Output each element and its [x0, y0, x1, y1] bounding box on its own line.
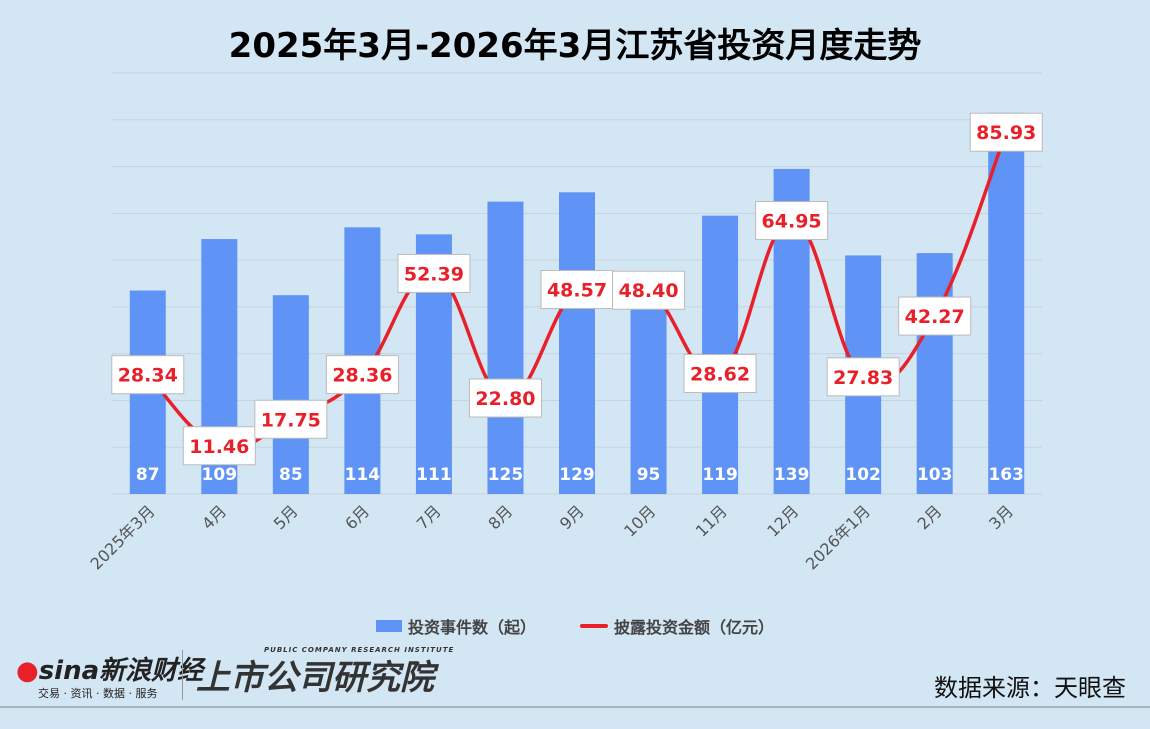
- logo-divider: [182, 650, 183, 700]
- line-label-box: [755, 201, 829, 241]
- legend: 投资事件数（起） 披露投资金额（亿元）: [0, 614, 1150, 638]
- bar-value-label: 139: [774, 465, 810, 485]
- legend-swatch-bar: [375, 620, 402, 632]
- line-value-label: 17.75: [261, 409, 321, 431]
- bar-value-label: 102: [845, 465, 881, 485]
- line-label-box: [182, 426, 256, 466]
- legend-label-line: 披露投资金额（亿元）: [614, 618, 775, 637]
- x-tick-label: 2026年1月: [802, 501, 874, 573]
- bar: [559, 192, 595, 495]
- line-value-label: 28.62: [690, 364, 750, 386]
- line-label-box: [111, 355, 185, 395]
- bar-value-label: 109: [202, 465, 238, 485]
- research-institute-logo: 上市公司研究院 PUBLIC COMPANY RESEARCH INSTITUTE: [196, 646, 455, 698]
- x-tick-label: 10月: [620, 501, 659, 540]
- line-value-label: 42.27: [905, 306, 965, 328]
- line-label-box: [898, 296, 972, 336]
- line-label-box: [683, 354, 757, 394]
- line-label-box: [540, 270, 614, 310]
- x-tick-label: 4月: [198, 501, 230, 533]
- bar: [487, 201, 524, 494]
- x-tick-label: 8月: [484, 501, 516, 533]
- line-label-box: [969, 112, 1043, 152]
- bar-value-label: 111: [416, 465, 452, 485]
- line-value-label: 22.80: [475, 388, 535, 410]
- bar-value-label: 119: [702, 465, 738, 485]
- x-tick-label: 7月: [413, 501, 445, 533]
- bar-value-label: 114: [345, 465, 381, 485]
- line-label-box: [468, 378, 542, 418]
- chart-plot: 87 109 85 114 111 125 129 95 119 139 102 103 163 28.3…: [87, 72, 1043, 573]
- footer-divider: [0, 706, 1150, 708]
- line-value-label: 28.36: [332, 365, 392, 387]
- bar-value-label: 129: [559, 465, 595, 485]
- x-tick-label: 3月: [985, 501, 1017, 533]
- bar-value-label: 85: [279, 465, 303, 485]
- x-tick-label: 11月: [692, 501, 731, 540]
- bar-value-label: 103: [917, 465, 953, 485]
- bar-value-label: 87: [136, 465, 160, 485]
- line-value-label: 85.93: [976, 122, 1036, 144]
- line-value-label: 27.83: [833, 367, 893, 389]
- x-tick-label: 2025年3月: [87, 501, 159, 573]
- chart-title: 2025年3月-2026年3月江苏省投资月度走势: [228, 26, 922, 66]
- line-value-label: 28.34: [118, 365, 178, 387]
- bar-value-label: 163: [988, 465, 1024, 485]
- line-label-box: [254, 399, 328, 439]
- sina-finance-logo: ●sina新浪财经 交易 · 资讯 · 数据 · 服务: [16, 656, 204, 700]
- line-label-box: [826, 357, 900, 397]
- bar: [988, 112, 1025, 494]
- x-tick-label: 2月: [914, 501, 946, 533]
- line-value-label: 48.57: [547, 280, 607, 302]
- legend-item-line: 披露投资金额（亿元）: [580, 614, 774, 638]
- line-value-label: 11.46: [189, 436, 249, 458]
- legend-item-bars: 投资事件数（起）: [375, 614, 536, 638]
- line-label-box: [325, 355, 399, 395]
- x-tick-label: 12月: [763, 501, 802, 540]
- line-label-box: [612, 270, 686, 310]
- line-value-label: 48.40: [618, 280, 678, 302]
- bar-value-label: 125: [488, 465, 524, 485]
- x-tick-label: 9月: [556, 501, 588, 533]
- line-value-label: 64.95: [762, 211, 822, 233]
- bar-value-label: 95: [637, 465, 661, 485]
- bar: [272, 295, 309, 494]
- line-value-label: 52.39: [404, 263, 464, 285]
- x-tick-label: 5月: [270, 501, 302, 533]
- legend-swatch-line: [580, 624, 608, 628]
- data-source: 数据来源：天眼查: [934, 674, 1126, 702]
- line-label-box: [397, 253, 471, 293]
- legend-label-bars: 投资事件数（起）: [407, 618, 536, 637]
- x-tick-label: 6月: [341, 501, 373, 533]
